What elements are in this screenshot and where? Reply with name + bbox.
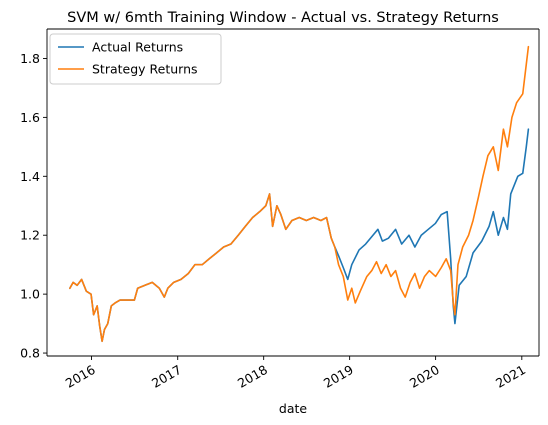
legend-box (49, 33, 222, 85)
y-tick-label: 1.6 (20, 110, 40, 125)
y-axis-ticks: 0.8 1.0 1.2 1.4 1.6 1.8 (20, 51, 47, 361)
chart-title: SVM w/ 6mth Training Window - Actual vs.… (67, 10, 499, 26)
series-layer (69, 45, 530, 343)
legend-label-strategy: Strategy Returns (92, 62, 198, 77)
x-axis-label: date (279, 401, 307, 416)
legend-label-actual: Actual Returns (92, 40, 183, 55)
y-tick-label: 1.8 (20, 51, 40, 66)
y-tick-label: 1.2 (20, 228, 40, 243)
y-tick-label: 0.8 (20, 346, 40, 361)
series-line-strategy-returns (69, 45, 530, 343)
legend: Actual Returns Strategy Returns (49, 33, 222, 85)
y-tick-label: 1.0 (20, 287, 40, 302)
y-tick-label: 1.4 (20, 169, 40, 184)
axes-frame (46, 28, 540, 357)
